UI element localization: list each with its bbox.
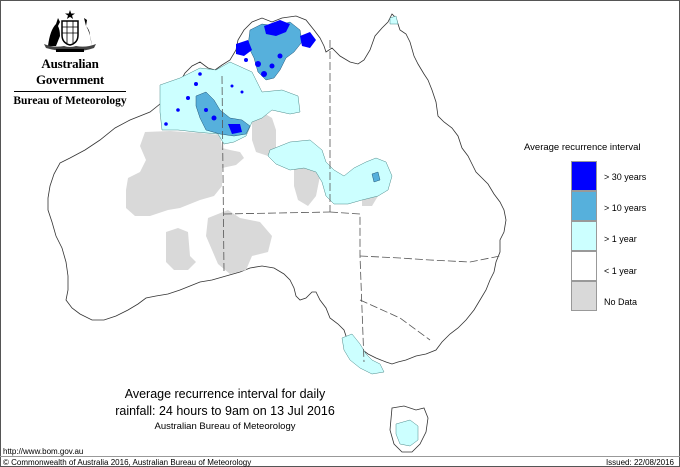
issued-date: Issued: 22/08/2016 [605,458,674,467]
agency-name: Bureau of Meteorology [13,95,127,107]
bom-logo: Australian Government Bureau of Meteorol… [8,8,132,107]
legend-swatch-gt30 [571,161,597,191]
legend-label-lt1: < 1 year [604,266,637,276]
map-caption: Average recurrence interval for daily ra… [100,386,350,433]
divider [14,91,126,92]
legend-label-gt10: > 10 years [604,203,647,213]
copyright-text: © Commonwealth of Australia 2016, Austra… [3,458,252,467]
legend-label-gt30: > 30 years [604,172,647,182]
tasmania-outline [389,405,429,453]
state-borders [221,40,501,363]
caption-source: Australian Bureau of Meteorology [154,421,296,432]
legend-label-nodata: No Data [604,297,638,307]
recurrence-gt30-years [164,20,316,134]
legend-swatch-lt1 [571,251,597,281]
legend-swatch-nodata [571,281,597,311]
coat-of-arms-icon [44,10,96,52]
legend-label-gt1: > 1 year [604,234,637,244]
website-link[interactable]: http://www.bom.gov.au [3,447,84,456]
government-name: Australian Government [35,56,105,87]
legend-swatch-gt10 [571,191,597,221]
caption-line-2: rainfall: 24 hours to 9am on 13 Jul 2016 [115,404,335,418]
legend-swatch-gt1 [571,221,597,251]
no-data-regions [126,112,378,274]
caption-line-1: Average recurrence interval for daily [124,387,326,401]
footer-divider [0,456,680,457]
legend-title: Average recurrence interval [524,142,641,153]
